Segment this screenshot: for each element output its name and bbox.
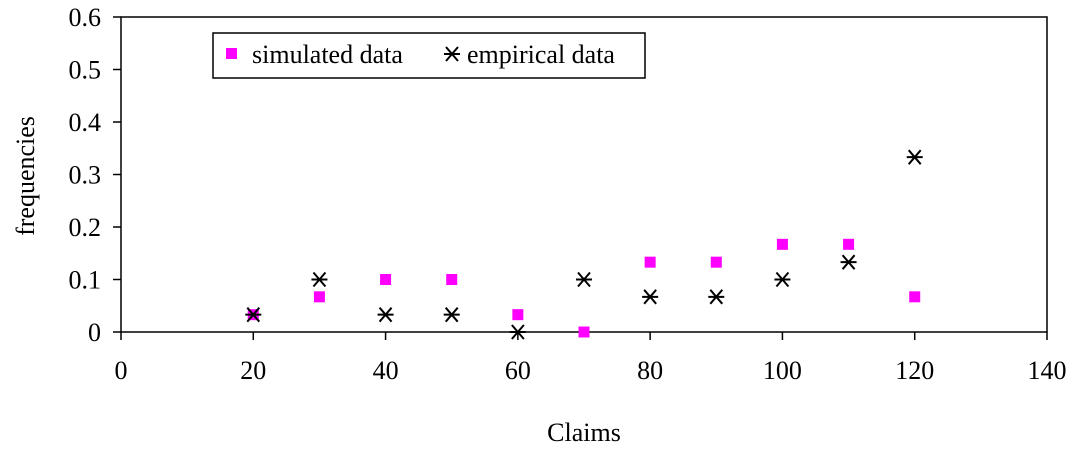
- empirical-data-point: [509, 324, 526, 340]
- empirical-data-point: [576, 271, 592, 288]
- empirical-data-point: [708, 289, 725, 305]
- simulated-data-point: [313, 291, 325, 303]
- data-points: [245, 149, 923, 340]
- empirical-data-point: [245, 307, 262, 323]
- simulated-data-point: [710, 256, 722, 268]
- y-axis-ticks: 0 0.1 0.2 0.3 0.4 0.5 0.6: [69, 3, 121, 347]
- x-axis-title: Claims: [547, 418, 621, 447]
- x-tick-label: 100: [763, 356, 802, 385]
- series-empirical-data: [245, 149, 923, 340]
- empirical-data-point: [840, 254, 857, 270]
- simulated-data-point: [644, 256, 656, 268]
- asterisk-stroke: [246, 307, 261, 323]
- x-tick-label: 0: [115, 356, 128, 385]
- x-tick-label: 40: [373, 356, 399, 385]
- asterisk-stroke: [511, 324, 525, 340]
- asterisk-stroke: [378, 307, 393, 323]
- simulated-data-point: [843, 238, 855, 250]
- legend-label-simulated: simulated data: [252, 40, 403, 69]
- empirical-data-point: [774, 271, 791, 288]
- asterisk-stroke: [312, 271, 327, 288]
- asterisk-stroke: [577, 271, 591, 288]
- empirical-data-point: [311, 271, 328, 288]
- simulated-data-point: [909, 291, 921, 303]
- y-tick-label: 0.6: [69, 3, 102, 32]
- y-tick-label: 0: [88, 318, 101, 347]
- x-axis-ticks: 0 20 40 60 80 100 120 140: [115, 332, 1067, 385]
- y-axis-title: frequencies: [11, 116, 40, 236]
- asterisk-stroke: [775, 271, 790, 288]
- asterisk-stroke: [841, 254, 856, 270]
- asterisk-stroke: [444, 307, 459, 323]
- asterisk-stroke: [907, 149, 922, 165]
- empirical-data-point: [906, 149, 923, 165]
- legend-box: [212, 32, 646, 79]
- simulated-data-point: [380, 274, 392, 285]
- empirical-data-point: [642, 289, 659, 305]
- x-tick-label: 20: [240, 356, 266, 385]
- simulated-data-point: [446, 274, 458, 285]
- empirical-data-point: [443, 307, 460, 323]
- x-tick-label: 60: [505, 356, 531, 385]
- x-tick-label: 80: [637, 356, 663, 385]
- x-tick-label: 120: [895, 356, 934, 385]
- y-tick-label: 0.5: [69, 56, 102, 85]
- simulated-data-point: [512, 309, 524, 321]
- legend: simulated data empirical data: [212, 32, 646, 79]
- y-tick-label: 0.2: [69, 213, 102, 242]
- legend-marker-simulated: [226, 48, 237, 59]
- y-tick-label: 0.1: [69, 266, 102, 295]
- legend-label-empirical: empirical data: [467, 40, 615, 69]
- simulated-data-point: [776, 238, 788, 250]
- empirical-data-point: [377, 307, 394, 323]
- legend-marker-empirical: [444, 46, 460, 62]
- series-simulated-data: [247, 238, 921, 338]
- x-tick-label: 140: [1028, 356, 1067, 385]
- asterisk-stroke: [643, 289, 657, 305]
- asterisk-stroke: [709, 289, 724, 305]
- y-tick-label: 0.3: [69, 161, 102, 190]
- simulated-data-point: [578, 326, 590, 338]
- y-tick-label: 0.4: [69, 108, 102, 137]
